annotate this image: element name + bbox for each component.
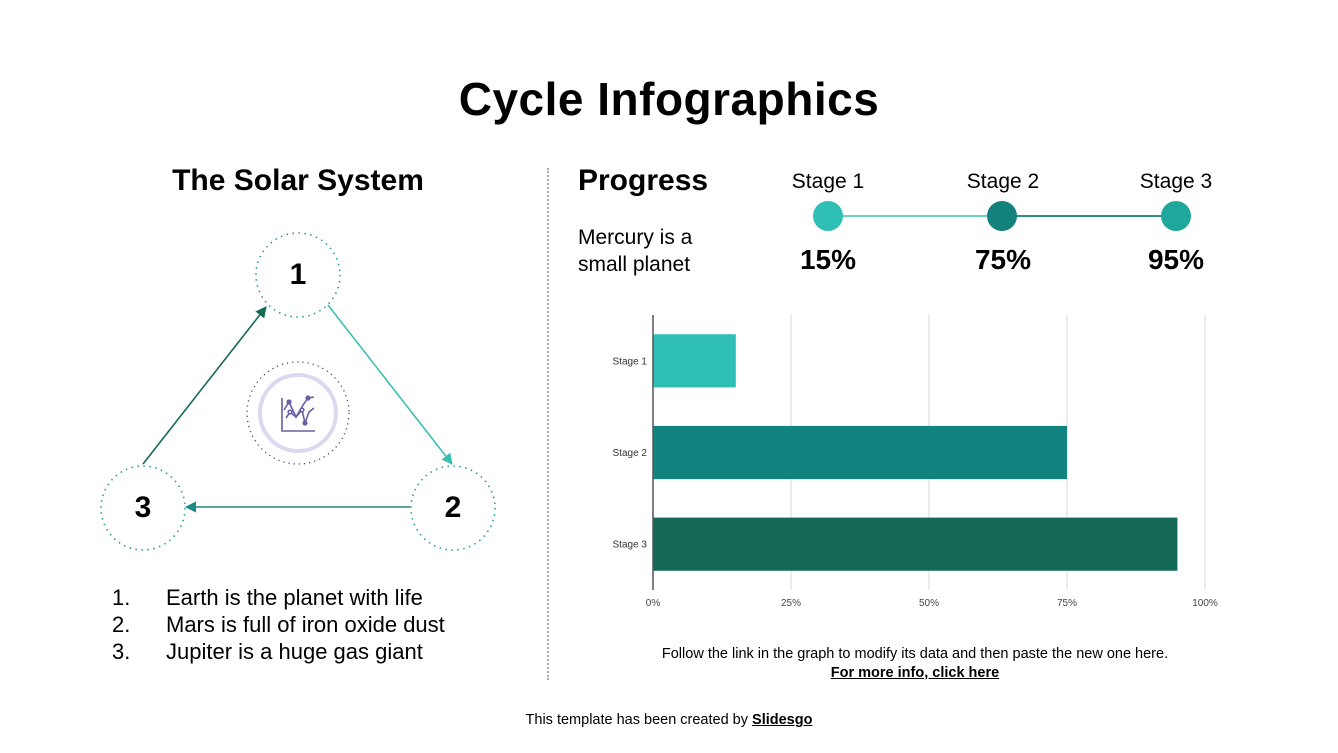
list-number: 3. — [112, 639, 131, 664]
column-divider — [547, 168, 549, 680]
progress-subtitle: Mercury is a small planet — [578, 226, 693, 276]
chart-note: Follow the link in the graph to modify i… — [660, 645, 1170, 683]
progress-heading: Progress — [578, 164, 709, 197]
y-category-label: Stage 3 — [613, 540, 648, 551]
page-title: Cycle Infographics — [458, 73, 880, 125]
node-3-label: 3 — [134, 491, 152, 524]
stage-progress-track — [813, 201, 1191, 231]
list-item: 2. Mars is full of iron oxide dust — [112, 611, 445, 638]
node-2-circle — [410, 465, 496, 551]
slidesgo-link[interactable]: Slidesgo — [752, 712, 813, 728]
node-1-circle — [255, 232, 341, 318]
stage-1-label: Stage 1 — [791, 170, 865, 193]
y-category-label: Stage 2 — [613, 448, 648, 459]
list-text: Earth is the planet with life — [166, 585, 423, 610]
x-tick-label: 0% — [646, 598, 661, 609]
stage-3-percent: 95% — [1147, 244, 1205, 275]
list-number: 1. — [112, 585, 131, 610]
note-text: Follow the link in the graph to modify i… — [661, 646, 1169, 662]
solar-system-heading: The Solar System — [172, 164, 424, 197]
node-1-label: 1 — [289, 258, 307, 291]
stage-2-dot — [987, 201, 1017, 231]
stage-3-label: Stage 3 — [1139, 170, 1213, 193]
x-tick-label: 50% — [919, 598, 939, 609]
bar-stage-2 — [653, 425, 1067, 480]
list-number: 2. — [112, 612, 131, 637]
list-item: 1. Earth is the planet with life — [112, 584, 445, 611]
stage-3-dot — [1161, 201, 1191, 231]
x-tick-label: 100% — [1192, 598, 1218, 609]
stage-1-percent: 15% — [799, 244, 857, 275]
x-tick-label: 25% — [781, 598, 801, 609]
list-text: Jupiter is a huge gas giant — [166, 639, 423, 664]
bar-stage-1 — [653, 334, 736, 388]
arrow-3-to-1 — [142, 306, 267, 465]
arrow-1-to-2 — [327, 304, 453, 465]
y-category-label: Stage 1 — [613, 356, 648, 367]
planet-list: 1. Earth is the planet with life 2. Mars… — [112, 584, 445, 665]
line-chart-icon — [281, 395, 315, 432]
stage-1-dot — [813, 201, 843, 231]
progress-bar-chart[interactable]: 0% 25% 50% 75% 100% Stage 1 Stage 2 Stage 3 — [595, 305, 1235, 615]
node-3-circle — [100, 465, 186, 551]
list-text: Mars is full of iron oxide dust — [166, 612, 445, 637]
footer-credit: This template has been created by Slides… — [0, 712, 1338, 728]
x-tick-label: 75% — [1057, 598, 1077, 609]
more-info-link[interactable]: For more info, click here — [830, 665, 1000, 681]
stage-2-percent: 75% — [974, 244, 1032, 275]
cycle-diagram — [100, 232, 496, 551]
bar-stage-3 — [653, 517, 1178, 571]
footer-text: This template has been created by — [525, 712, 748, 728]
node-2-label: 2 — [444, 491, 462, 524]
list-item: 3. Jupiter is a huge gas giant — [112, 638, 445, 665]
stage-2-label: Stage 2 — [966, 170, 1040, 193]
